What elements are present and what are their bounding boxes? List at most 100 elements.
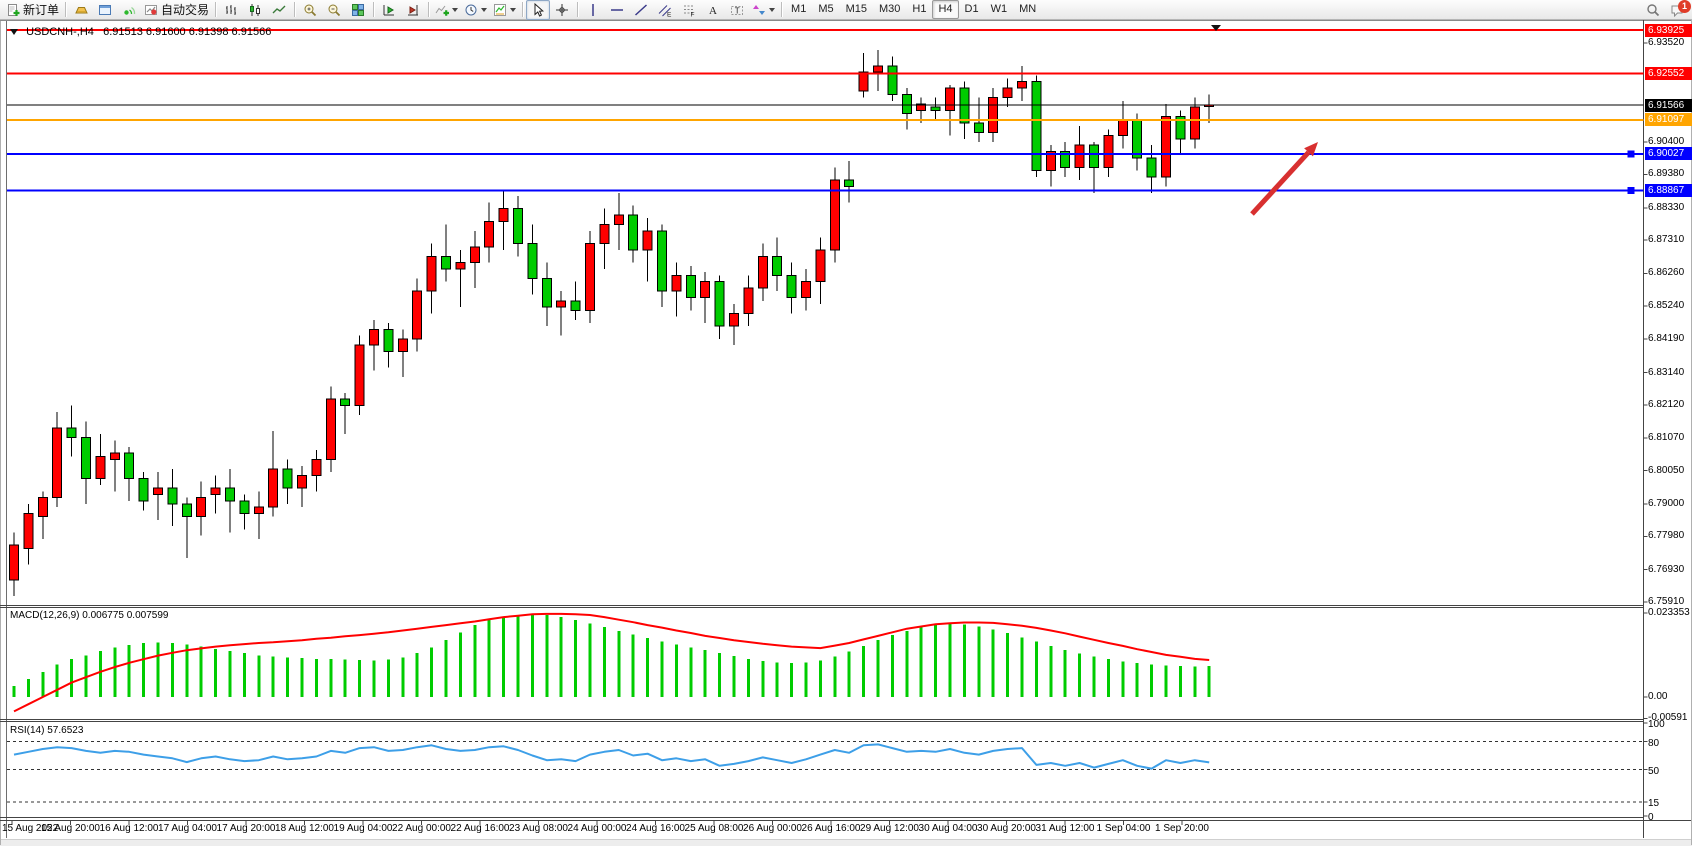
toolbar-separator <box>522 2 524 17</box>
text-button[interactable]: A <box>701 0 725 20</box>
hline-icon <box>611 8 624 11</box>
shift-icon <box>408 4 419 15</box>
tile-icon <box>352 3 365 16</box>
search-button[interactable] <box>1641 0 1665 20</box>
toolbar-separator <box>428 2 430 17</box>
trendline-button[interactable] <box>629 0 653 20</box>
svg-text:T: T <box>735 6 740 15</box>
chevron-down-icon <box>510 7 517 12</box>
bars-icon <box>226 4 237 15</box>
rsi-line <box>13 743 1210 770</box>
notification-count-badge: 1 <box>1678 0 1691 13</box>
auto-trading-button[interactable]: 自动交易 <box>141 0 212 20</box>
gold-icon <box>75 6 88 13</box>
panel-borders <box>0 20 1692 845</box>
clock-icon <box>465 4 477 15</box>
zoom-in-button[interactable] <box>298 0 322 20</box>
autoscroll-icon <box>383 4 395 15</box>
periods-button[interactable] <box>461 0 490 20</box>
zoom-out-button[interactable] <box>322 0 346 20</box>
notifications-button[interactable]: 1 <box>1665 0 1691 20</box>
macd-signal-line <box>13 612 1210 713</box>
channel-icon: E <box>658 4 672 17</box>
label-icon: T <box>731 5 744 15</box>
vline-icon <box>592 3 594 16</box>
fibonacci-button[interactable]: F <box>677 0 701 20</box>
market-watch-button[interactable] <box>69 0 93 20</box>
shapes-icon <box>753 4 766 15</box>
chart-shift-button[interactable] <box>401 0 425 20</box>
template-icon <box>494 3 507 16</box>
toolbar-separator <box>577 2 579 17</box>
doc-plus-icon <box>8 3 20 16</box>
cursor-button[interactable] <box>526 0 551 20</box>
timeframe-button-m30[interactable]: M30 <box>879 3 901 15</box>
annotation-arrow[interactable] <box>1250 142 1318 216</box>
new-order-button-label: 新订单 <box>23 3 60 17</box>
line-icon <box>272 5 286 13</box>
templates-button[interactable] <box>490 0 519 20</box>
level-endpoint-marker[interactable] <box>1627 187 1635 195</box>
horizontal-levels <box>7 29 1644 195</box>
window-icon <box>99 4 112 15</box>
vertical-line-button[interactable] <box>581 0 605 20</box>
auto-scroll-button[interactable] <box>377 0 401 20</box>
timeframe-button-m1[interactable]: M1 <box>791 3 807 15</box>
level-endpoint-marker[interactable] <box>1627 150 1635 158</box>
toolbar-separator <box>215 2 217 17</box>
price-axis <box>1643 42 1648 817</box>
time-axis <box>11 821 1183 825</box>
chart-window-button[interactable] <box>93 0 117 20</box>
trendline-icon <box>635 3 648 16</box>
signals-button[interactable] <box>117 0 141 20</box>
label-button[interactable]: T <box>725 0 749 20</box>
line-chart-button[interactable] <box>267 0 291 20</box>
text-icon: A <box>709 5 717 17</box>
toolbar-separator <box>373 2 375 17</box>
status-strip <box>0 839 1692 846</box>
chart-shift-marker-icon[interactable] <box>1211 25 1221 31</box>
timeframe-button-h1[interactable]: H1 <box>912 3 927 15</box>
fibonacci-icon: F <box>684 5 695 17</box>
zoom-out-icon <box>328 4 341 16</box>
timeframe-button-h4[interactable]: H4 <box>932 0 959 19</box>
svg-text:F: F <box>691 11 695 17</box>
svg-text:E: E <box>667 11 672 17</box>
toolbar-separator <box>781 2 783 17</box>
toolbar: 新订单 自动交易 E F A T M1 M5 M15 M30 H1 H4 D1 W1 MN 1 <box>0 0 1692 20</box>
cursor-icon <box>534 2 545 17</box>
toolbar-separator <box>65 2 67 17</box>
crosshair-button[interactable] <box>550 0 574 20</box>
autotrade-icon <box>145 4 158 15</box>
signal-icon <box>124 6 136 15</box>
zoom-in-icon <box>304 4 317 16</box>
candlestick-chart-button[interactable] <box>243 0 267 20</box>
channel-button[interactable]: E <box>653 0 677 20</box>
shapes-button[interactable] <box>749 0 778 20</box>
auto-trading-button-label: 自动交易 <box>161 3 210 17</box>
candles-icon <box>250 3 261 16</box>
toolbar-separator <box>294 2 296 17</box>
horizontal-line-button[interactable] <box>605 0 629 20</box>
timeframe-button-m15[interactable]: M15 <box>845 3 867 15</box>
chevron-down-icon <box>769 7 776 12</box>
timeframe-button-w1[interactable]: W1 <box>990 3 1008 15</box>
indicator-plus-icon <box>435 5 450 16</box>
crosshair-icon <box>556 3 569 16</box>
chevron-down-icon <box>481 7 488 12</box>
bar-chart-button[interactable] <box>219 0 243 20</box>
indicators-button[interactable] <box>432 0 461 20</box>
rsi-panel <box>7 741 1644 803</box>
svg-text:A: A <box>709 5 717 17</box>
search-icon <box>1647 3 1660 16</box>
tile-windows-button[interactable] <box>346 0 370 20</box>
timeframe-button-m5[interactable]: M5 <box>818 3 834 15</box>
chevron-down-icon <box>452 7 459 12</box>
candlesticks <box>9 49 1215 597</box>
macd-histogram <box>12 614 1211 697</box>
timeframe-button-mn[interactable]: MN <box>1019 3 1037 15</box>
new-order-button[interactable]: 新订单 <box>3 0 62 20</box>
timeframe-button-d1[interactable]: D1 <box>964 3 979 15</box>
